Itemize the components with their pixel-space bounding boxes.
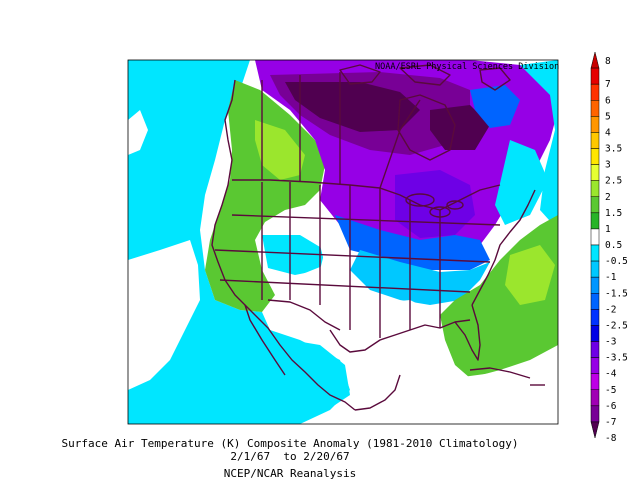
colorbar-swatch: [590, 293, 600, 310]
atlantic-strong-warm: [505, 245, 555, 305]
great-lakes-violet: [395, 170, 475, 238]
great-basin-cool: [262, 235, 325, 275]
colorbar-swatch: [590, 389, 600, 407]
credit-label: NOAA/ESRL Physical Sciences Division: [375, 62, 560, 72]
colorbar-tick-label: 6: [605, 95, 611, 106]
arctic-cyan: [520, 60, 558, 230]
colorbar-tick-label: 5: [605, 111, 611, 122]
colorbar-swatch: [590, 83, 600, 101]
colorbar-swatch: [590, 309, 600, 326]
colorbar-tick-label: -2: [605, 304, 616, 315]
west-strong-warm: [255, 120, 305, 180]
colorbar-swatch: [590, 244, 600, 262]
hudson-bay-cold: [430, 105, 490, 150]
colorbar-tick-label: -5: [605, 385, 616, 396]
colorbar-swatch: [590, 373, 600, 390]
colorbar-swatch: [590, 228, 600, 246]
colorbar-swatch: [590, 196, 600, 214]
colorbar-tick-label: -0.5: [605, 256, 628, 267]
colorbar-tick-label: -1: [605, 272, 617, 283]
colorbar-swatch: [590, 276, 600, 294]
caption-dates: 2/1/67 to 2/20/67: [230, 450, 350, 463]
caption-title: Surface Air Temperature (K) Composite An…: [61, 437, 519, 450]
colorbar-swatch: [590, 67, 600, 85]
colorbar-tick-label: -2.5: [605, 320, 628, 331]
labrador-cyan: [495, 140, 548, 225]
colorbar-tick-label: 7: [605, 79, 611, 90]
colorbar-swatch: [590, 148, 600, 165]
east-blue-band: [335, 215, 490, 270]
colorbar-swatch: [590, 132, 600, 149]
map-panel: [127, 59, 559, 425]
pacific-neutral-strip: [128, 240, 200, 390]
colorbar-tick-label: -3: [605, 337, 616, 348]
colorbar-tick-label: 3: [605, 160, 611, 171]
quebec-blue: [470, 85, 520, 128]
colorbar-swatch: [590, 212, 600, 230]
colorbar-tick-label: 8: [605, 56, 611, 67]
colorbar-tick-label: -1.5: [605, 288, 628, 299]
coastlines-and-borders: [211, 64, 545, 411]
caribbean-neutral: [440, 350, 558, 424]
colorbar-tick-label: -3.5: [605, 353, 628, 364]
colorbar-tick-label: 2: [605, 192, 611, 203]
colorbar-tick-label: -8: [605, 433, 617, 444]
canada-extreme-cold: [285, 82, 420, 132]
colorbar-swatch: [590, 100, 600, 117]
colorbar-swatch: [590, 164, 600, 181]
colorbar-tick-label: -6: [605, 401, 617, 412]
colorbar-tick-label: 3.5: [605, 144, 622, 155]
colorbar-tick-label: 1.5: [605, 208, 622, 219]
colorbar-swatch: [590, 421, 600, 439]
colorbar-tick-label: 2.5: [605, 176, 622, 187]
pacific-neutral-patch: [128, 110, 148, 155]
colorbar: 8 7 6 5 4 3.5 3 2.5 2 1.5 1 0.5 -0.5 -1 -1.5 -2 -2.5 -3 -3…: [590, 51, 628, 444]
colorbar-tick-label: -4: [605, 369, 617, 380]
colorbar-swatch: [590, 116, 600, 133]
colorbar-tick-label: -7: [605, 417, 616, 428]
colorbar-swatch: [590, 325, 600, 342]
mexico-cool-patch: [290, 340, 350, 405]
colorbar-swatch: [590, 51, 600, 69]
colorbar-tick-label: 4: [605, 127, 611, 138]
caption-source: NCEP/NCAR Reanalysis: [223, 467, 357, 480]
colorbar-swatch: [590, 180, 600, 198]
colorbar-swatch: [590, 357, 600, 374]
colorbar-tick-label: 1: [605, 224, 611, 235]
colorbar-swatch: [590, 260, 600, 278]
gulf-neutral: [350, 300, 445, 370]
west-warm-anomaly: [205, 80, 325, 312]
colorbar-swatch: [590, 405, 600, 423]
colorbar-swatch: [590, 341, 600, 358]
colorbar-tick-label: 0.5: [605, 240, 622, 251]
